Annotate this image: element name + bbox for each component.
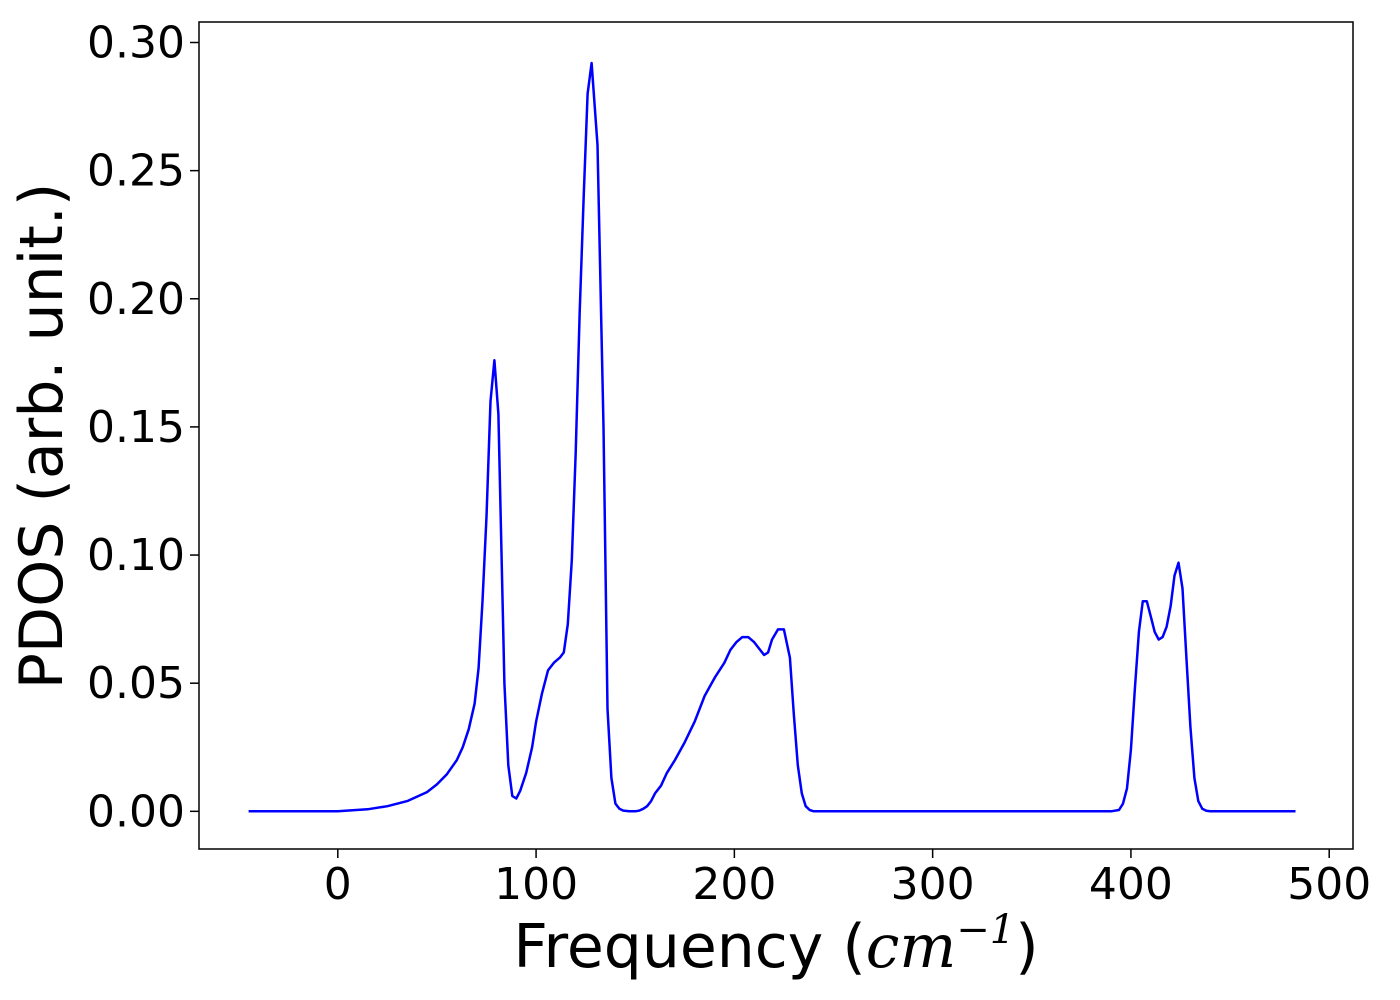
x-axis-ticks: 0 100 200 300 400 500 bbox=[324, 849, 1371, 910]
y-axis-label: PDOS (arb. unit.) bbox=[7, 183, 77, 690]
y-tick-label: 0.15 bbox=[87, 402, 185, 453]
y-axis-ticks: 0.00 0.05 0.10 0.15 0.20 0.25 0.30 bbox=[87, 18, 199, 837]
x-axis-label-exponent: −1 bbox=[956, 907, 1015, 953]
x-axis-label-unit: cm bbox=[866, 912, 957, 982]
x-tick-label: 300 bbox=[891, 859, 975, 910]
y-tick-label: 0.00 bbox=[87, 786, 185, 837]
x-tick-label: 0 bbox=[324, 859, 352, 910]
x-tick-label: 100 bbox=[494, 859, 578, 910]
plot-area bbox=[248, 61, 1296, 813]
y-tick-label: 0.20 bbox=[87, 274, 185, 325]
y-tick-label: 0.30 bbox=[87, 18, 185, 69]
y-tick-label: 0.05 bbox=[87, 658, 185, 709]
x-tick-label: 200 bbox=[692, 859, 776, 910]
y-tick-label: 0.25 bbox=[87, 146, 185, 197]
x-axis-label-text: Frequency bbox=[513, 912, 823, 982]
plot-frame bbox=[198, 21, 1354, 850]
x-tick-label: 400 bbox=[1089, 859, 1173, 910]
x-axis-label: Frequency (cm−1) bbox=[513, 907, 1038, 982]
y-tick-label: 0.10 bbox=[87, 530, 185, 581]
x-tick-label: 500 bbox=[1287, 859, 1371, 910]
pdos-series-line bbox=[248, 61, 1296, 813]
